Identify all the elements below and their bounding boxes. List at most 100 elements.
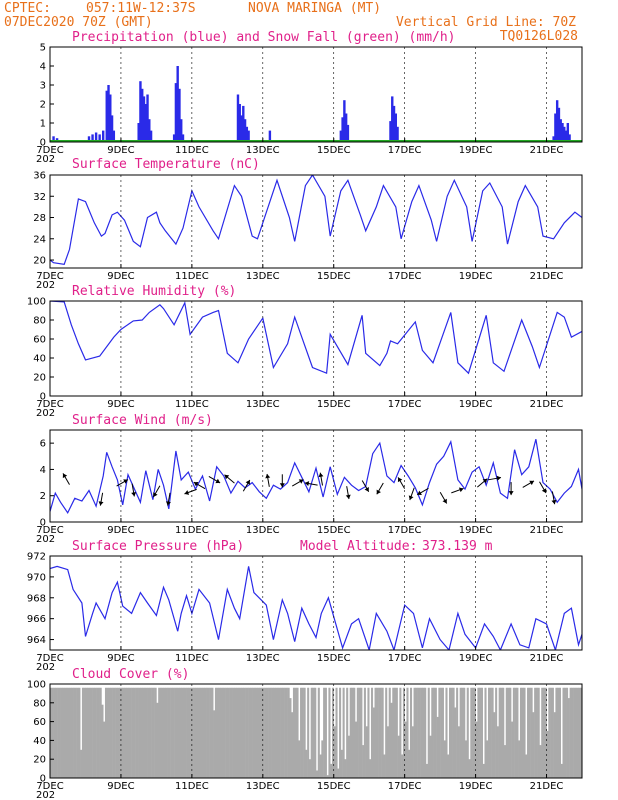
cloud-bar (381, 687, 384, 778)
cloud-bar (218, 687, 221, 778)
cloud-bar (374, 687, 377, 778)
cloud-bar (550, 687, 553, 778)
arrow-head (279, 483, 285, 488)
y-tick-label: 5 (40, 43, 46, 54)
precip-bar (52, 136, 55, 142)
precip-bar (555, 100, 559, 142)
cloud-bar (558, 687, 562, 778)
cloud-bar (388, 687, 391, 778)
arrow-head (165, 501, 171, 506)
y-tick-label: 80 (33, 316, 46, 327)
cloud-bar (397, 735, 400, 778)
x-tick-label: 17DEC (388, 271, 422, 282)
precip-bar (394, 113, 397, 142)
cloud-bar (404, 721, 407, 778)
cloud-bar (163, 687, 166, 778)
cloud-bar (126, 687, 129, 778)
wind-direction-arrow (131, 483, 137, 497)
cloud-bar (83, 687, 86, 778)
cloud-bar (433, 687, 436, 778)
precip-bar (268, 130, 272, 142)
precip-bar (396, 126, 399, 142)
precip-title: Precipitation (blue) and Snow Fall (gree… (72, 30, 456, 45)
precip-bar (94, 132, 98, 142)
cloud-bar (246, 687, 249, 778)
cloud-bar (278, 687, 281, 778)
x-tick-label: 21DEC (530, 399, 564, 410)
cloud-bar (363, 687, 366, 778)
cloud-bar (415, 687, 418, 778)
cloud-bar (198, 687, 202, 778)
model-altitude-value: 373.139 m (422, 539, 493, 554)
pressure-frame (49, 555, 583, 651)
cloud-bar (466, 687, 469, 778)
cloud-bar (135, 687, 138, 778)
cloud-bar (449, 687, 452, 778)
x-tick-label: 15DEC (317, 145, 351, 156)
cloud-bar (493, 712, 496, 778)
cloud-bar (574, 687, 577, 778)
cloud-bar (316, 770, 319, 778)
y-tick-label: 32 (33, 192, 46, 203)
cloud-bar (370, 687, 374, 778)
cloud-bar (314, 687, 317, 778)
precip-bar (87, 136, 91, 142)
y-tick-label: 3 (40, 81, 46, 92)
cloud-bar (308, 759, 311, 778)
precip-bar (112, 130, 116, 142)
model-altitude-label: Model Altitude: (300, 539, 417, 554)
arrow-head (376, 489, 381, 495)
temperature-series-line (50, 175, 582, 265)
cloud-bar (245, 687, 248, 778)
wind-direction-arrow (224, 474, 235, 484)
cloud-bar (80, 749, 83, 778)
cloud-bar (268, 687, 271, 778)
precip-bar (141, 88, 144, 142)
x-tick-label: 17DEC (388, 525, 422, 536)
cloud-bar (553, 712, 556, 778)
cloud-bar (422, 687, 425, 778)
x-tick-label: 15DEC (317, 525, 351, 536)
x-tick-label: 21DEC (530, 525, 564, 536)
cloud-bar (62, 687, 65, 778)
cloud-bar (234, 687, 237, 778)
arrow-head (458, 487, 464, 493)
arrow-head (397, 477, 403, 483)
y-tick-label: 20 (33, 373, 46, 384)
precip-bar (142, 96, 146, 142)
cloud-bar (191, 687, 194, 778)
cloud-bar (94, 687, 97, 778)
cloud-bar (292, 687, 296, 778)
wind-direction-arrow (318, 472, 324, 486)
x-tick-label: 13DEC (246, 145, 280, 156)
cloud-bar (537, 687, 540, 778)
arrow-head (62, 473, 68, 479)
cloud-bar (548, 687, 551, 778)
cloud-bar (255, 687, 258, 778)
cloud-bar (213, 710, 216, 778)
arrow-head (298, 479, 304, 484)
cloud-bar (408, 749, 411, 778)
cloud-bar (551, 687, 554, 778)
cloud-bar (67, 687, 70, 778)
x-tick-label: 13DEC (246, 525, 280, 536)
wind-direction-arrow (345, 486, 351, 500)
cloud-bar (399, 687, 402, 778)
cloud-bar (488, 687, 491, 778)
cloud-bar (101, 704, 104, 778)
cloud-bar (108, 687, 111, 778)
cloud-bar (376, 687, 379, 778)
cloud-bar (303, 687, 306, 778)
cloud-bar (149, 687, 152, 778)
arrow-head (215, 478, 221, 484)
precip-bar (181, 134, 185, 142)
wind-direction-arrow (304, 481, 318, 487)
x-tick-label: 13DEC (246, 781, 280, 792)
arrow-head (364, 486, 369, 492)
precip-frame (49, 46, 583, 143)
x-tick-label: 11DEC (175, 271, 209, 282)
wind-direction-arrow (184, 488, 197, 495)
x-tick-label: 19DEC (459, 399, 493, 410)
cloud-bar (280, 687, 283, 778)
precip-bar (172, 134, 176, 142)
